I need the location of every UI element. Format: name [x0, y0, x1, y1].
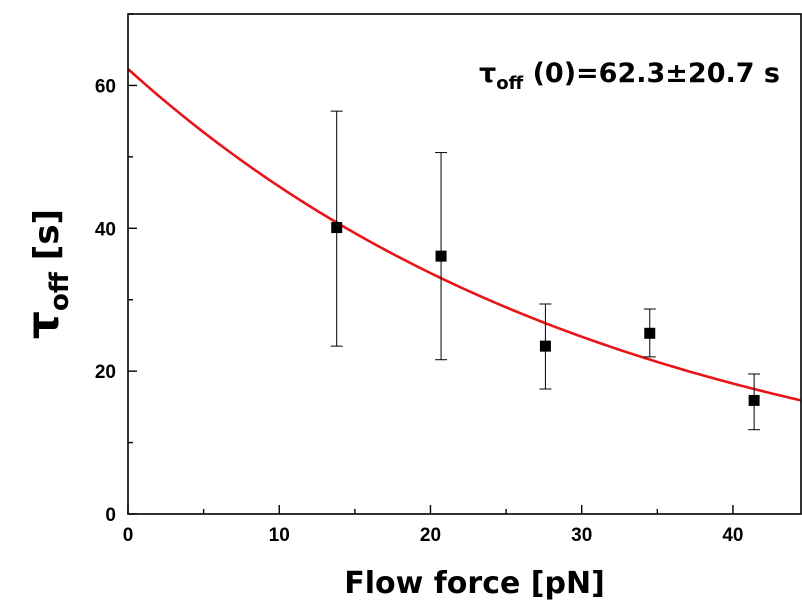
- annotation-symbol: τ: [479, 58, 496, 89]
- y-tick-label: 60: [95, 76, 116, 97]
- y-axis-title: τoff [s]: [18, 209, 75, 339]
- data-point: [539, 340, 551, 352]
- annotation-value: (0)=62.3±20.7 s: [523, 58, 780, 89]
- data-point: [748, 394, 760, 406]
- x-axis-title: Flow force [pN]: [344, 566, 605, 601]
- x-tick-label: 20: [420, 525, 441, 546]
- data-point: [331, 222, 343, 234]
- axis-ticks: [127, 13, 734, 515]
- data-point: [435, 250, 447, 262]
- y-tick-label: 40: [95, 219, 116, 240]
- plot-frame: [127, 13, 802, 515]
- data-point: [644, 327, 656, 339]
- y-tick-label: 0: [105, 505, 116, 526]
- y-axis-title-subscript: off: [45, 271, 75, 311]
- fit-annotation: τoff (0)=62.3±20.7 s: [479, 58, 780, 94]
- fit-curve: [127, 68, 802, 402]
- y-axis-title-symbol: τ: [18, 311, 69, 339]
- annotation-subscript: off: [496, 73, 523, 94]
- tick-labels: 0 10 20 30 40 0 20 40 60: [95, 76, 744, 546]
- x-tick-label: 30: [571, 525, 592, 546]
- fit-layer: [127, 68, 802, 402]
- x-tick-label: 0: [123, 525, 134, 546]
- y-tick-label: 20: [95, 362, 116, 383]
- data-layer: [330, 110, 761, 431]
- x-tick-label: 40: [722, 525, 743, 546]
- y-axis-title-unit: [s]: [27, 209, 67, 272]
- x-tick-label: 10: [269, 525, 290, 546]
